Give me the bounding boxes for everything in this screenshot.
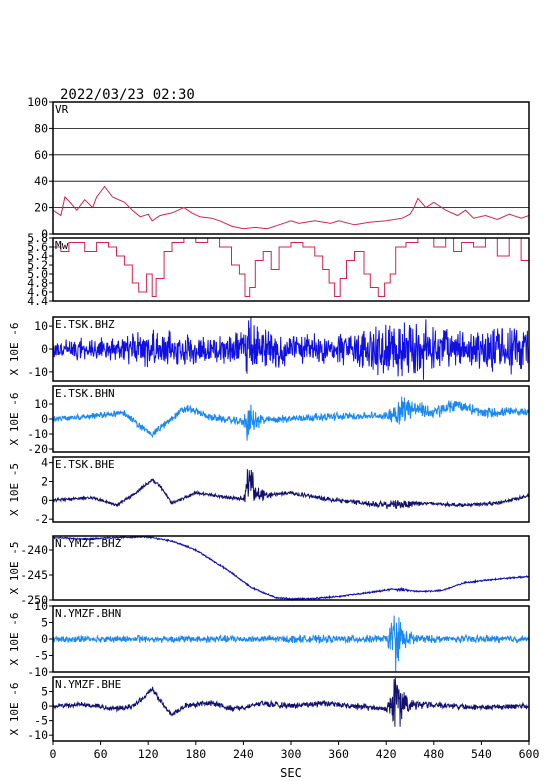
series-trace bbox=[52, 316, 530, 380]
panel-frame bbox=[52, 237, 530, 302]
x-axis: 0 60 120 180 240 300 360 420 480 540 600 bbox=[50, 741, 540, 761]
y-tick-label: -2 bbox=[34, 512, 48, 526]
panel-frame bbox=[52, 316, 530, 382]
channel-label: N.YMZF.BHZ bbox=[55, 537, 122, 550]
y-tick-label: -10 bbox=[27, 365, 48, 379]
series-trace bbox=[52, 535, 530, 602]
x-tick-label: 180 bbox=[185, 747, 206, 761]
panels: 020406080100VR4.44.64.85.05.25.45.65.8Mw… bbox=[8, 95, 530, 742]
y-tick-label: 20 bbox=[34, 201, 48, 215]
y-tick-label: 4 bbox=[41, 456, 48, 470]
y-tick-label: -10 bbox=[27, 427, 48, 441]
y-axis-label: X 10E -5 bbox=[8, 463, 21, 516]
panel-frame bbox=[52, 535, 530, 601]
panel-frame bbox=[52, 456, 530, 523]
y-tick-label: 4.4 bbox=[27, 294, 48, 308]
series-trace bbox=[52, 185, 530, 230]
y-tick-label: 4.6 bbox=[27, 285, 48, 299]
y-tick-label: 0 bbox=[41, 632, 48, 646]
y-axis-label: X 10E -5 bbox=[8, 542, 21, 595]
y-tick-label: -10 bbox=[27, 665, 48, 679]
y-tick-label: 5.2 bbox=[27, 258, 48, 272]
y-tick-label: 40 bbox=[34, 174, 48, 188]
y-tick-label: 5.0 bbox=[27, 267, 48, 281]
y-tick-label: -240 bbox=[20, 543, 48, 557]
y-axis-label: X 10E -6 bbox=[8, 683, 21, 736]
panel-frame bbox=[52, 101, 530, 235]
x-axis-label: SEC bbox=[280, 766, 302, 780]
series-trace bbox=[52, 469, 530, 509]
y-axis-label: X 10E -6 bbox=[8, 613, 21, 666]
y-tick-label: -250 bbox=[20, 593, 48, 607]
channel-label: E.TSK.BHZ bbox=[55, 318, 115, 331]
channel-label: Mw bbox=[55, 239, 69, 252]
y-tick-label: 0 bbox=[41, 493, 48, 507]
y-tick-label: -10 bbox=[27, 728, 48, 742]
series-trace bbox=[52, 677, 530, 727]
y-tick-label: 5.4 bbox=[27, 249, 48, 263]
y-tick-label: -5 bbox=[34, 714, 48, 728]
series-trace bbox=[53, 237, 530, 297]
y-tick-label: -5 bbox=[34, 649, 48, 663]
panel-8: -10-505 N.YMZF.BHE X 10E -6 bbox=[8, 676, 530, 742]
x-tick-label: 60 bbox=[94, 747, 108, 761]
x-tick-label: 600 bbox=[519, 747, 540, 761]
panel-1: 0 20 40 60 80 100 VR bbox=[27, 95, 530, 241]
panel-5: -2 0 2 4 E.TSK.BHE X 10E -5 bbox=[8, 456, 530, 526]
y-tick-label: 0 bbox=[41, 227, 48, 241]
channel-label: N.YMZF.BHN bbox=[55, 607, 121, 620]
y-tick-label: 100 bbox=[27, 95, 48, 109]
series-trace bbox=[52, 396, 530, 441]
y-tick-label: 0 bbox=[41, 412, 48, 426]
panel-6: -250 -245 -240 N.YMZF.BHZ X 10E -5 bbox=[8, 535, 530, 607]
x-tick-label: 360 bbox=[328, 747, 349, 761]
panel-2: 4.44.64.85.05.25.45.65.8 Mw bbox=[27, 231, 530, 308]
y-tick-label: 10 bbox=[34, 319, 48, 333]
panel-7: -10 -5 0 5 10 N.YMZF.BHN X 10E -6 bbox=[8, 599, 530, 679]
x-tick-label: 120 bbox=[138, 747, 159, 761]
x-tick-label: 0 bbox=[50, 747, 57, 761]
y-axis-label: X 10E -6 bbox=[8, 323, 21, 376]
timestamp-title: 2022/03/23 02:30 bbox=[60, 87, 195, 103]
y-tick-label: 5 bbox=[41, 616, 48, 630]
channel-label: E.TSK.BHN bbox=[55, 387, 115, 400]
x-tick-label: 240 bbox=[233, 747, 254, 761]
y-tick-label: 5.8 bbox=[27, 231, 48, 245]
series-trace bbox=[52, 615, 530, 673]
y-tick-label: 80 bbox=[34, 121, 48, 135]
x-tick-label: 420 bbox=[376, 747, 397, 761]
y-tick-label: -245 bbox=[20, 568, 48, 582]
y-tick-label: 5 bbox=[41, 685, 48, 699]
y-tick-label: 0 bbox=[41, 699, 48, 713]
y-axis-label: X 10E -6 bbox=[8, 393, 21, 446]
y-tick-label: -20 bbox=[27, 442, 48, 456]
panel-frame bbox=[52, 605, 530, 673]
y-tick-label: 0 bbox=[41, 342, 48, 356]
x-tick-label: 540 bbox=[471, 747, 492, 761]
y-tick-label: 10 bbox=[34, 599, 48, 613]
y-tick-label: 2 bbox=[41, 474, 48, 488]
channel-label: VR bbox=[55, 103, 69, 116]
y-tick-label: 4.8 bbox=[27, 276, 48, 290]
y-tick-label: 60 bbox=[34, 148, 48, 162]
panel-frame bbox=[52, 385, 530, 453]
x-tick-label: 300 bbox=[281, 747, 302, 761]
y-tick-label: 10 bbox=[34, 397, 48, 411]
panel-3: -10 0 10 E.TSK.BHZ X 10E -6 bbox=[8, 316, 530, 382]
x-tick-label: 480 bbox=[423, 747, 444, 761]
channel-label: N.YMZF.BHE bbox=[55, 678, 121, 691]
y-tick-label: 5.6 bbox=[27, 240, 48, 254]
channel-label: E.TSK.BHE bbox=[55, 458, 115, 471]
